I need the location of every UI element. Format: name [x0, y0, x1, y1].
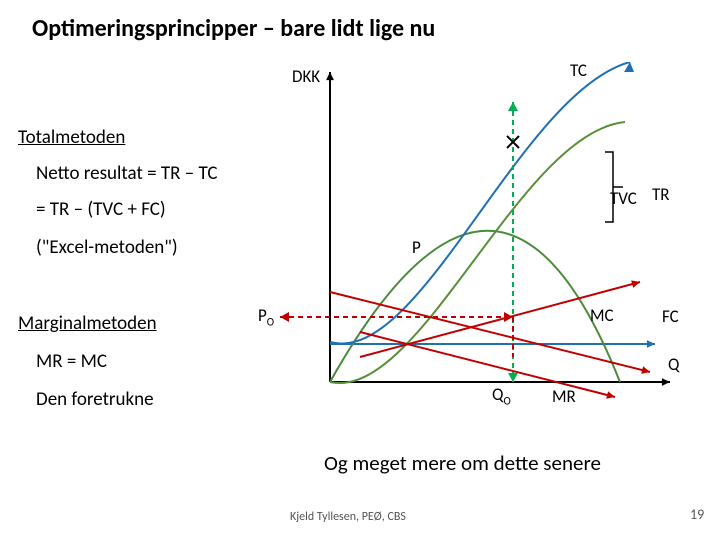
label-fc: FC	[662, 306, 679, 327]
bottom-note: Og meget mere om dette senere	[324, 450, 601, 476]
line-tvc-fc: = TR – (TVC + FC)	[36, 198, 166, 221]
label-po: PO	[258, 305, 274, 328]
slide-title: Optimeringsprincipper – bare lidt lige n…	[32, 14, 435, 43]
label-tvc: TVC	[610, 188, 637, 209]
footer-author: Kjeld Tyllesen, PEØ, CBS	[290, 510, 406, 524]
label-p: P	[412, 237, 421, 258]
page-number: 19	[690, 506, 704, 523]
label-tc: TC	[570, 60, 587, 81]
line-foretrukne: Den foretrukne	[36, 388, 154, 411]
heading-marginal: Marginalmetoden	[18, 312, 157, 335]
line-netto: Netto resultat = TR – TC	[36, 162, 218, 185]
label-mr: MR	[552, 386, 576, 407]
line-excel: ("Excel-metoden")	[36, 236, 178, 259]
label-mc: MC	[590, 305, 614, 326]
chart-container: DKK TC TR TVC P MC FC Q MR PO QO	[270, 62, 690, 422]
economics-chart	[270, 62, 690, 422]
label-qo: QO	[492, 384, 511, 407]
label-tr: TR	[652, 184, 670, 205]
label-q: Q	[668, 354, 679, 375]
heading-totalmetoden: Totalmetoden	[18, 126, 125, 149]
line-mrmc: MR = MC	[36, 350, 107, 373]
label-dkk: DKK	[292, 66, 320, 87]
